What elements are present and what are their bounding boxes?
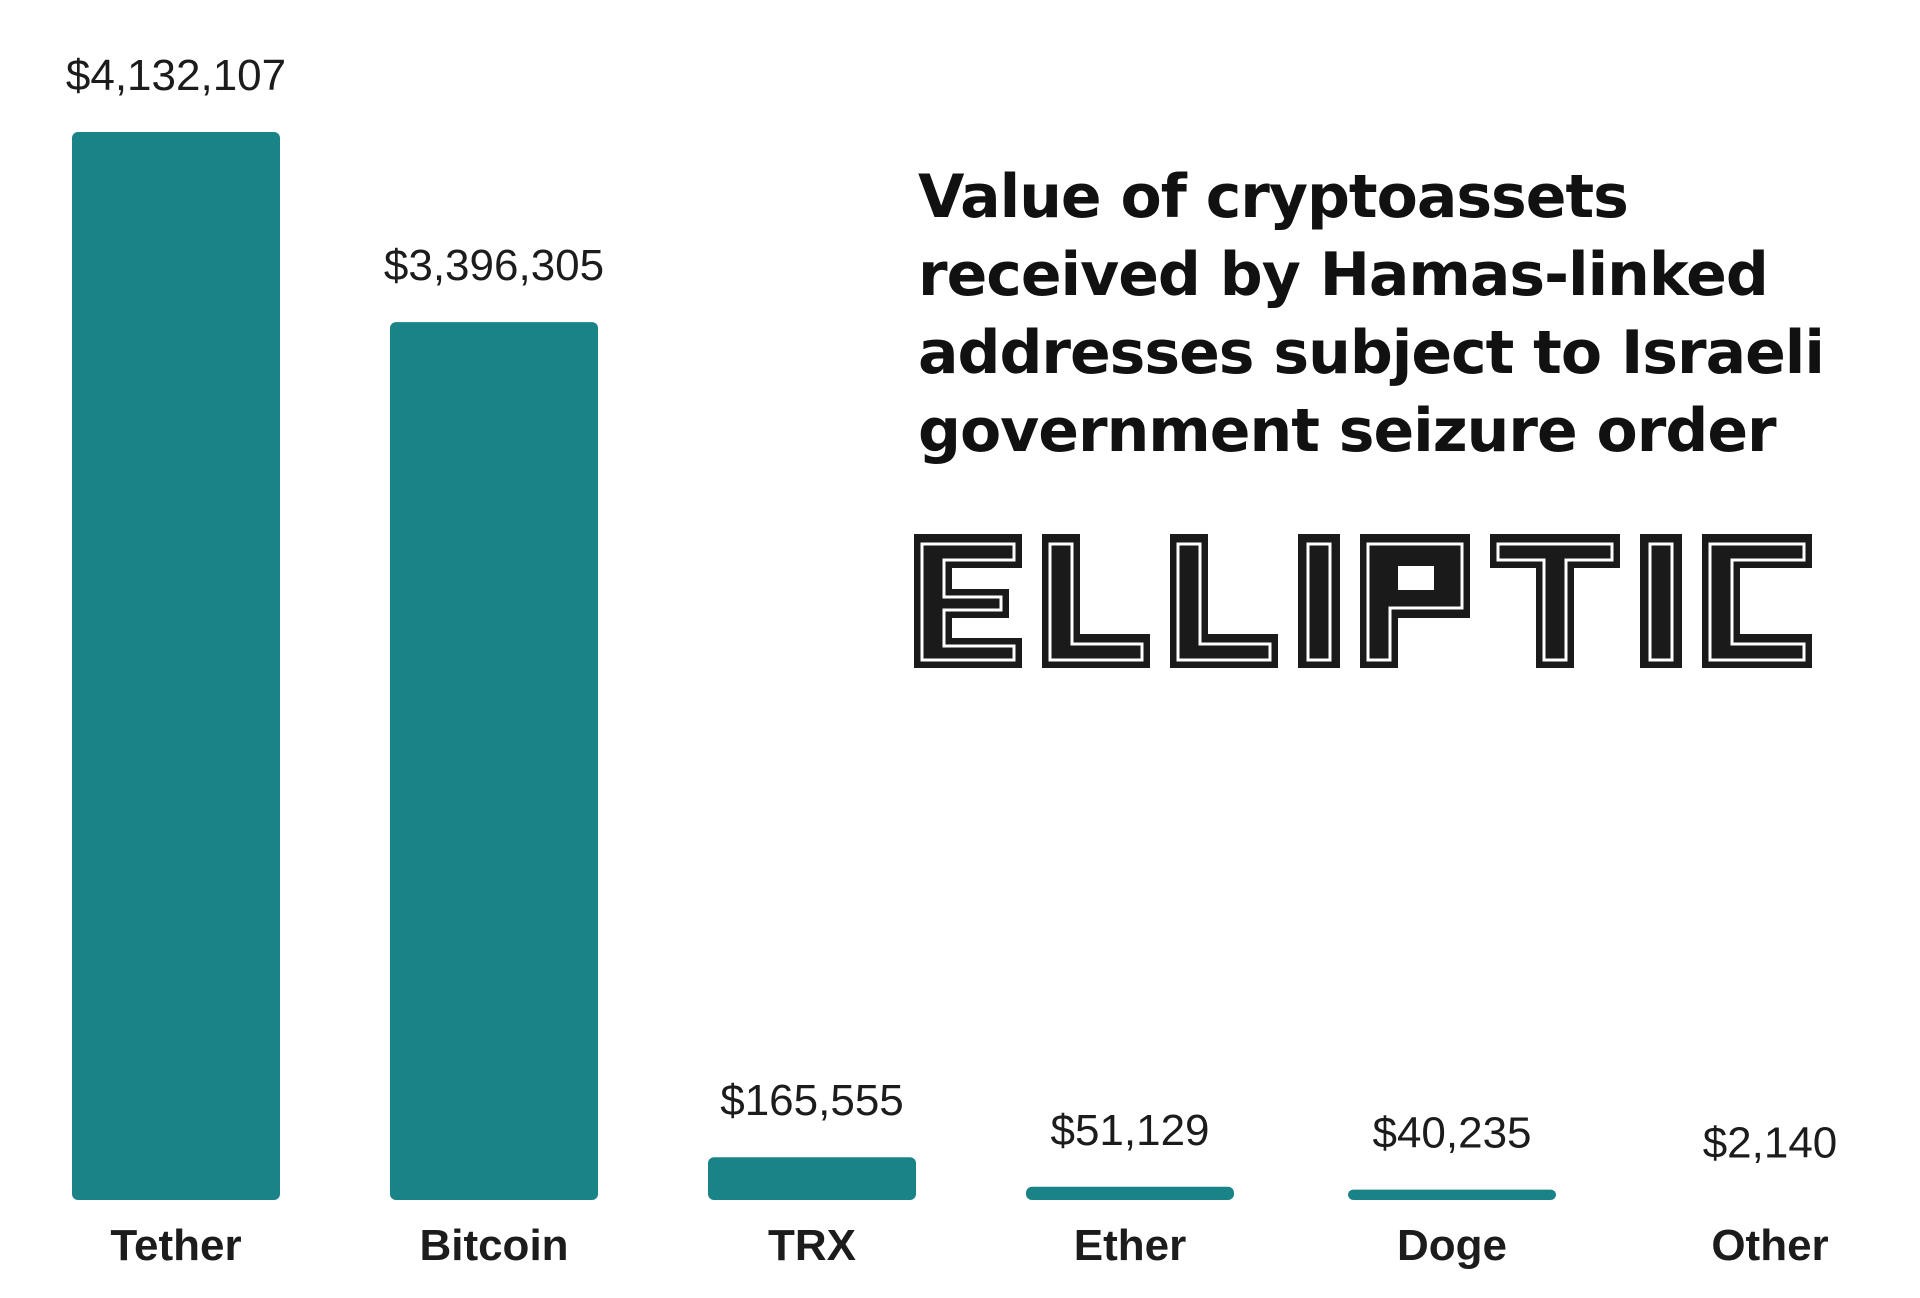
- bar-bitcoin: [390, 322, 598, 1200]
- category-label-trx: TRX: [768, 1221, 856, 1270]
- labels-layer: $4,132,107 Tether $3,396,305 Bitcoin $165,55…: [66, 51, 1837, 1270]
- category-label-doge: Doge: [1397, 1221, 1507, 1270]
- bar-doge: [1348, 1189, 1556, 1200]
- category-label-tether: Tether: [110, 1221, 241, 1270]
- value-label-tether: $4,132,107: [66, 51, 286, 100]
- category-label-other: Other: [1711, 1221, 1828, 1270]
- value-label-bitcoin: $3,396,305: [384, 241, 604, 290]
- chart-title: Value of cryptoassets received by Hamas-…: [918, 162, 1825, 466]
- value-label-ether: $51,129: [1050, 1106, 1209, 1155]
- value-label-doge: $40,235: [1372, 1109, 1531, 1158]
- bar-tether: [72, 132, 280, 1200]
- bars-layer: [72, 132, 1556, 1200]
- category-label-ether: Ether: [1074, 1221, 1186, 1270]
- value-label-other: $2,140: [1703, 1118, 1838, 1167]
- elliptic-logo-letters: [914, 534, 1812, 668]
- bar-trx: [708, 1157, 916, 1200]
- value-label-trx: $165,555: [720, 1076, 904, 1125]
- category-label-bitcoin: Bitcoin: [419, 1221, 568, 1270]
- bar-ether: [1026, 1186, 1234, 1200]
- elliptic-logo: [914, 534, 1812, 668]
